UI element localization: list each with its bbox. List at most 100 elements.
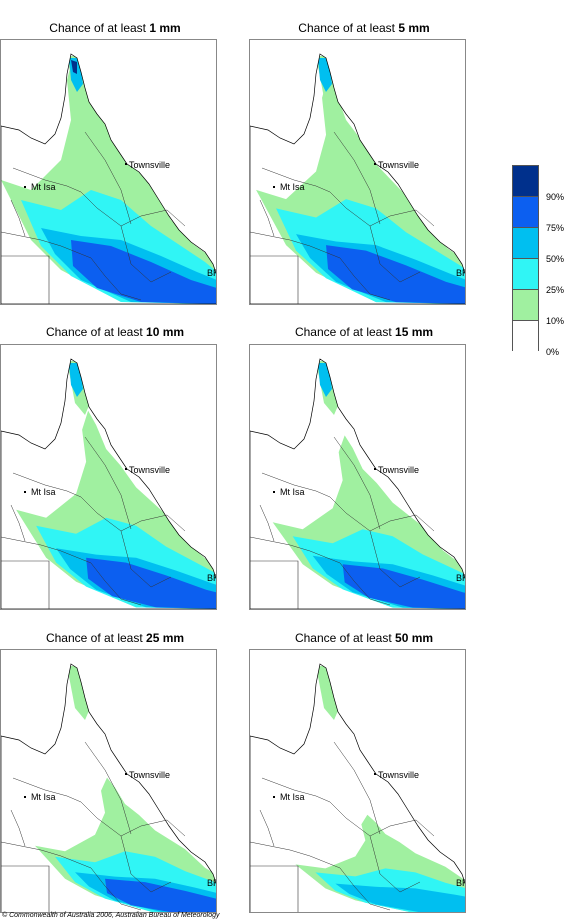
region-border bbox=[1, 841, 106, 887]
state-border bbox=[250, 865, 299, 912]
townsville-label: Townsville bbox=[378, 465, 419, 475]
coastline bbox=[1, 53, 216, 304]
legend-label: 50% bbox=[546, 254, 565, 264]
qld-map: Townsville Mt Isa BRIS bbox=[1, 663, 216, 912]
coastline bbox=[1, 358, 216, 609]
panel-title: Chance of at least 50 mm bbox=[294, 631, 434, 645]
townsville-marker bbox=[125, 468, 127, 470]
map-panel-25mm: Chance of at least 25 mm Townsville Mt Is… bbox=[0, 612, 230, 913]
region-border bbox=[369, 819, 435, 837]
townsville-label: Townsville bbox=[378, 770, 419, 780]
map-panel-5mm: Chance of at least 5 mm Townsville Mt Isa… bbox=[249, 0, 479, 306]
region-border bbox=[120, 530, 172, 588]
panel-title: Chance of at least 5 mm bbox=[298, 21, 430, 35]
region-border bbox=[120, 819, 186, 837]
band-75 bbox=[86, 557, 216, 609]
legend-label: 90% bbox=[546, 192, 565, 202]
region-border bbox=[12, 167, 122, 227]
region-border bbox=[261, 472, 371, 532]
coastline bbox=[250, 358, 465, 609]
brisbane-label: BRIS bbox=[207, 268, 216, 278]
rain-probability-map: Townsville Mt Isa BRIS bbox=[249, 39, 466, 305]
map-panel-1mm: Chance of at least 1 mm Townsville Mt Isa… bbox=[0, 0, 230, 306]
townsville-marker bbox=[125, 163, 127, 165]
townsville-marker bbox=[374, 163, 376, 165]
region-border bbox=[120, 225, 172, 283]
band-75 bbox=[105, 878, 216, 912]
region-border bbox=[10, 199, 26, 237]
region-border bbox=[261, 777, 371, 837]
brisbane-label: BRIS bbox=[456, 878, 465, 888]
region-border bbox=[120, 514, 186, 532]
legend-swatch bbox=[512, 227, 539, 258]
mt-isa-label: Mt Isa bbox=[31, 182, 56, 192]
townsville-label: Townsville bbox=[129, 160, 170, 170]
legend-swatch bbox=[512, 320, 539, 351]
copyright-notice: © Commonwealth of Australia 2006, Austra… bbox=[2, 912, 220, 919]
townsville-marker bbox=[374, 773, 376, 775]
panel-title: Chance of at least 10 mm bbox=[45, 325, 185, 339]
region-border bbox=[10, 809, 26, 847]
map-panel-15mm: Chance of at least 15 mm Townsville Mt Is… bbox=[249, 306, 479, 612]
mt-isa-label: Mt Isa bbox=[280, 487, 305, 497]
rain-probability-map: Townsville Mt Isa BRIS bbox=[249, 344, 466, 610]
region-border bbox=[104, 580, 142, 606]
panel-title: Chance of at least 15 mm bbox=[294, 325, 434, 339]
qld-map: Townsville Mt Isa BRIS bbox=[250, 53, 465, 304]
brisbane-label: BRIS bbox=[456, 573, 465, 583]
band-10 bbox=[67, 666, 91, 720]
legend-label: 75% bbox=[546, 223, 565, 233]
legend-swatch bbox=[512, 289, 539, 320]
rain-probability-map: Townsville Mt Isa BRIS bbox=[0, 39, 217, 305]
region-border bbox=[333, 131, 381, 225]
band-75 bbox=[342, 564, 465, 609]
coastline bbox=[250, 663, 465, 912]
qld-map: Townsville Mt Isa BRIS bbox=[1, 53, 216, 304]
mt-isa-marker bbox=[24, 796, 26, 798]
region-border bbox=[84, 436, 132, 530]
mt-isa-marker bbox=[273, 186, 275, 188]
mt-isa-label: Mt Isa bbox=[280, 182, 305, 192]
band-75 bbox=[326, 245, 465, 304]
region-border bbox=[250, 536, 355, 582]
band-10 bbox=[316, 666, 340, 720]
mt-isa-marker bbox=[24, 186, 26, 188]
probability-legend: 90% 75% 50% 25% 10% 0% bbox=[512, 165, 564, 357]
legend-swatch bbox=[512, 196, 539, 227]
map-panel-50mm: Chance of at least 50 mm Townsville Mt Is… bbox=[249, 612, 479, 913]
region-border bbox=[84, 741, 132, 835]
region-border bbox=[250, 841, 355, 887]
region-border bbox=[259, 504, 275, 542]
region-border bbox=[369, 835, 421, 893]
region-border bbox=[369, 225, 421, 283]
band-75 bbox=[71, 240, 216, 304]
mt-isa-label: Mt Isa bbox=[31, 792, 56, 802]
region-border bbox=[333, 741, 381, 835]
townsville-label: Townsville bbox=[378, 160, 419, 170]
state-border bbox=[250, 255, 299, 304]
brisbane-label: BRIS bbox=[207, 573, 216, 583]
townsville-label: Townsville bbox=[129, 770, 170, 780]
region-border bbox=[333, 436, 381, 530]
mt-isa-label: Mt Isa bbox=[31, 487, 56, 497]
legend-label: 25% bbox=[546, 285, 565, 295]
qld-map: Townsville Mt Isa BRIS bbox=[250, 663, 465, 912]
region-border bbox=[10, 504, 26, 542]
region-border bbox=[12, 777, 122, 837]
band-90 bbox=[71, 60, 77, 74]
panel-title: Chance of at least 1 mm bbox=[49, 21, 181, 35]
townsville-marker bbox=[374, 468, 376, 470]
state-border bbox=[1, 255, 50, 304]
mt-isa-marker bbox=[24, 491, 26, 493]
region-border bbox=[120, 209, 186, 227]
region-border bbox=[353, 580, 391, 606]
qld-map: Townsville Mt Isa BRIS bbox=[250, 358, 465, 609]
region-border bbox=[369, 530, 421, 588]
brisbane-label: BRIS bbox=[207, 878, 216, 888]
region-border bbox=[104, 275, 142, 301]
coastline bbox=[250, 53, 465, 304]
region-border bbox=[353, 885, 391, 911]
legend-label: 0% bbox=[546, 347, 560, 357]
state-border bbox=[1, 865, 50, 912]
coastline bbox=[1, 663, 216, 912]
